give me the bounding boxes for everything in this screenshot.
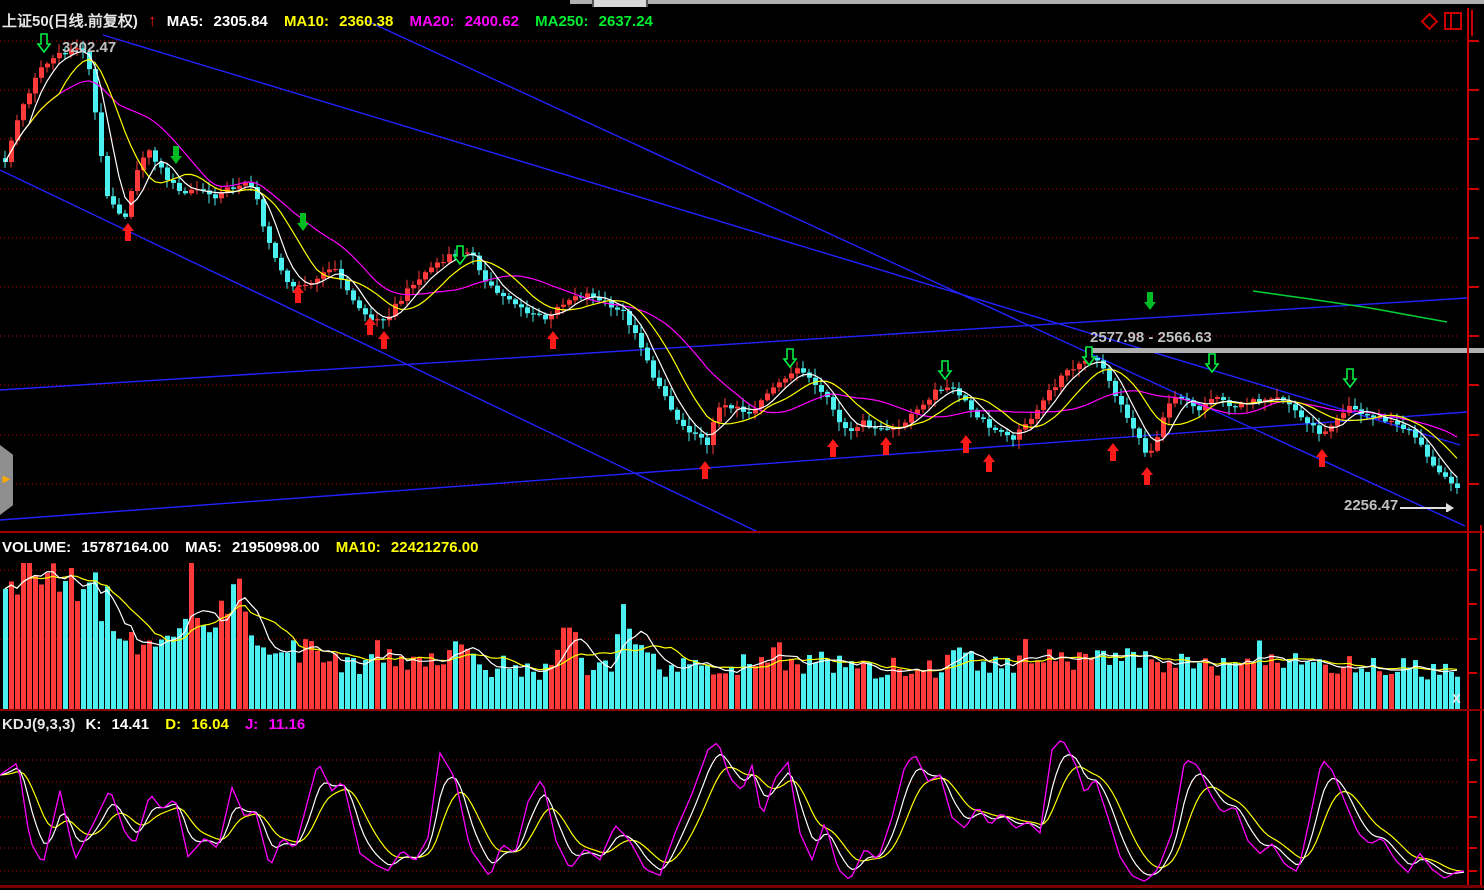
window-chrome-tab [592, 0, 648, 7]
kdj-j-label: J: [244, 716, 259, 733]
diamond-marker-icon[interactable] [1420, 12, 1439, 31]
kdj-j-value: 11.16 [268, 716, 306, 733]
kdj-d-label: D: [165, 716, 182, 733]
up-arrow-icon: ↑ [148, 11, 157, 30]
symbol-title: 上证50(日线.前复权) [2, 13, 138, 30]
pane-splitter-volume-kdj[interactable] [0, 709, 1484, 711]
ma10-value: 2360.38 [339, 13, 394, 30]
kdj-k-label: K: [85, 716, 102, 733]
volume-ma5-label: MA5: [185, 539, 222, 556]
volume-value: 15787164.00 [81, 539, 169, 556]
kdj-header: KDJ(9,3,3) K: 14.41 D: 16.04 J: 11.16 [2, 716, 317, 733]
resistance-range-label: 2577.98 - 2566.63 [1090, 329, 1212, 346]
chart-header: 上证50(日线.前复权) ↑ MA5: 2305.84 MA10: 2360.3… [2, 10, 665, 31]
volume-ma5-value: 21950998.00 [231, 539, 320, 556]
ma20-value: 2400.62 [464, 13, 519, 30]
volume-ma10-label: MA10: [335, 539, 381, 556]
volume-label: VOLUME: [2, 539, 72, 556]
low-pointer-arrow-icon [1400, 503, 1455, 514]
ma20-label: MA20: [409, 13, 455, 30]
kdj-name: KDJ(9,3,3) [2, 716, 76, 733]
close-indicator-button[interactable]: X [1452, 691, 1461, 706]
kdj-d-value: 16.04 [191, 716, 229, 733]
low-price-label: 2256.47 [1344, 497, 1455, 514]
expand-arrow-icon: ▶ [2, 474, 11, 485]
kdj-k-value: 14.41 [111, 716, 150, 733]
ma10-label: MA10: [283, 13, 329, 30]
pane-bottom-border [0, 885, 1484, 888]
ma5-value: 2305.84 [213, 13, 268, 30]
ma250-value: 2637.24 [598, 13, 653, 30]
ma250-label: MA250: [535, 13, 589, 30]
ma5-label: MA5: [166, 13, 204, 30]
window-chrome-strip [570, 0, 1484, 4]
volume-header: VOLUME: 15787164.00 MA5: 21950998.00 MA1… [2, 539, 491, 556]
peak-price-label: 3202.47 [62, 39, 117, 56]
pane-splitter-main-volume[interactable] [0, 531, 1484, 533]
volume-ma10-value: 22421276.00 [390, 539, 479, 556]
panel-expand-tab[interactable]: ▶ [0, 445, 13, 515]
split-window-icon[interactable] [1443, 11, 1463, 31]
